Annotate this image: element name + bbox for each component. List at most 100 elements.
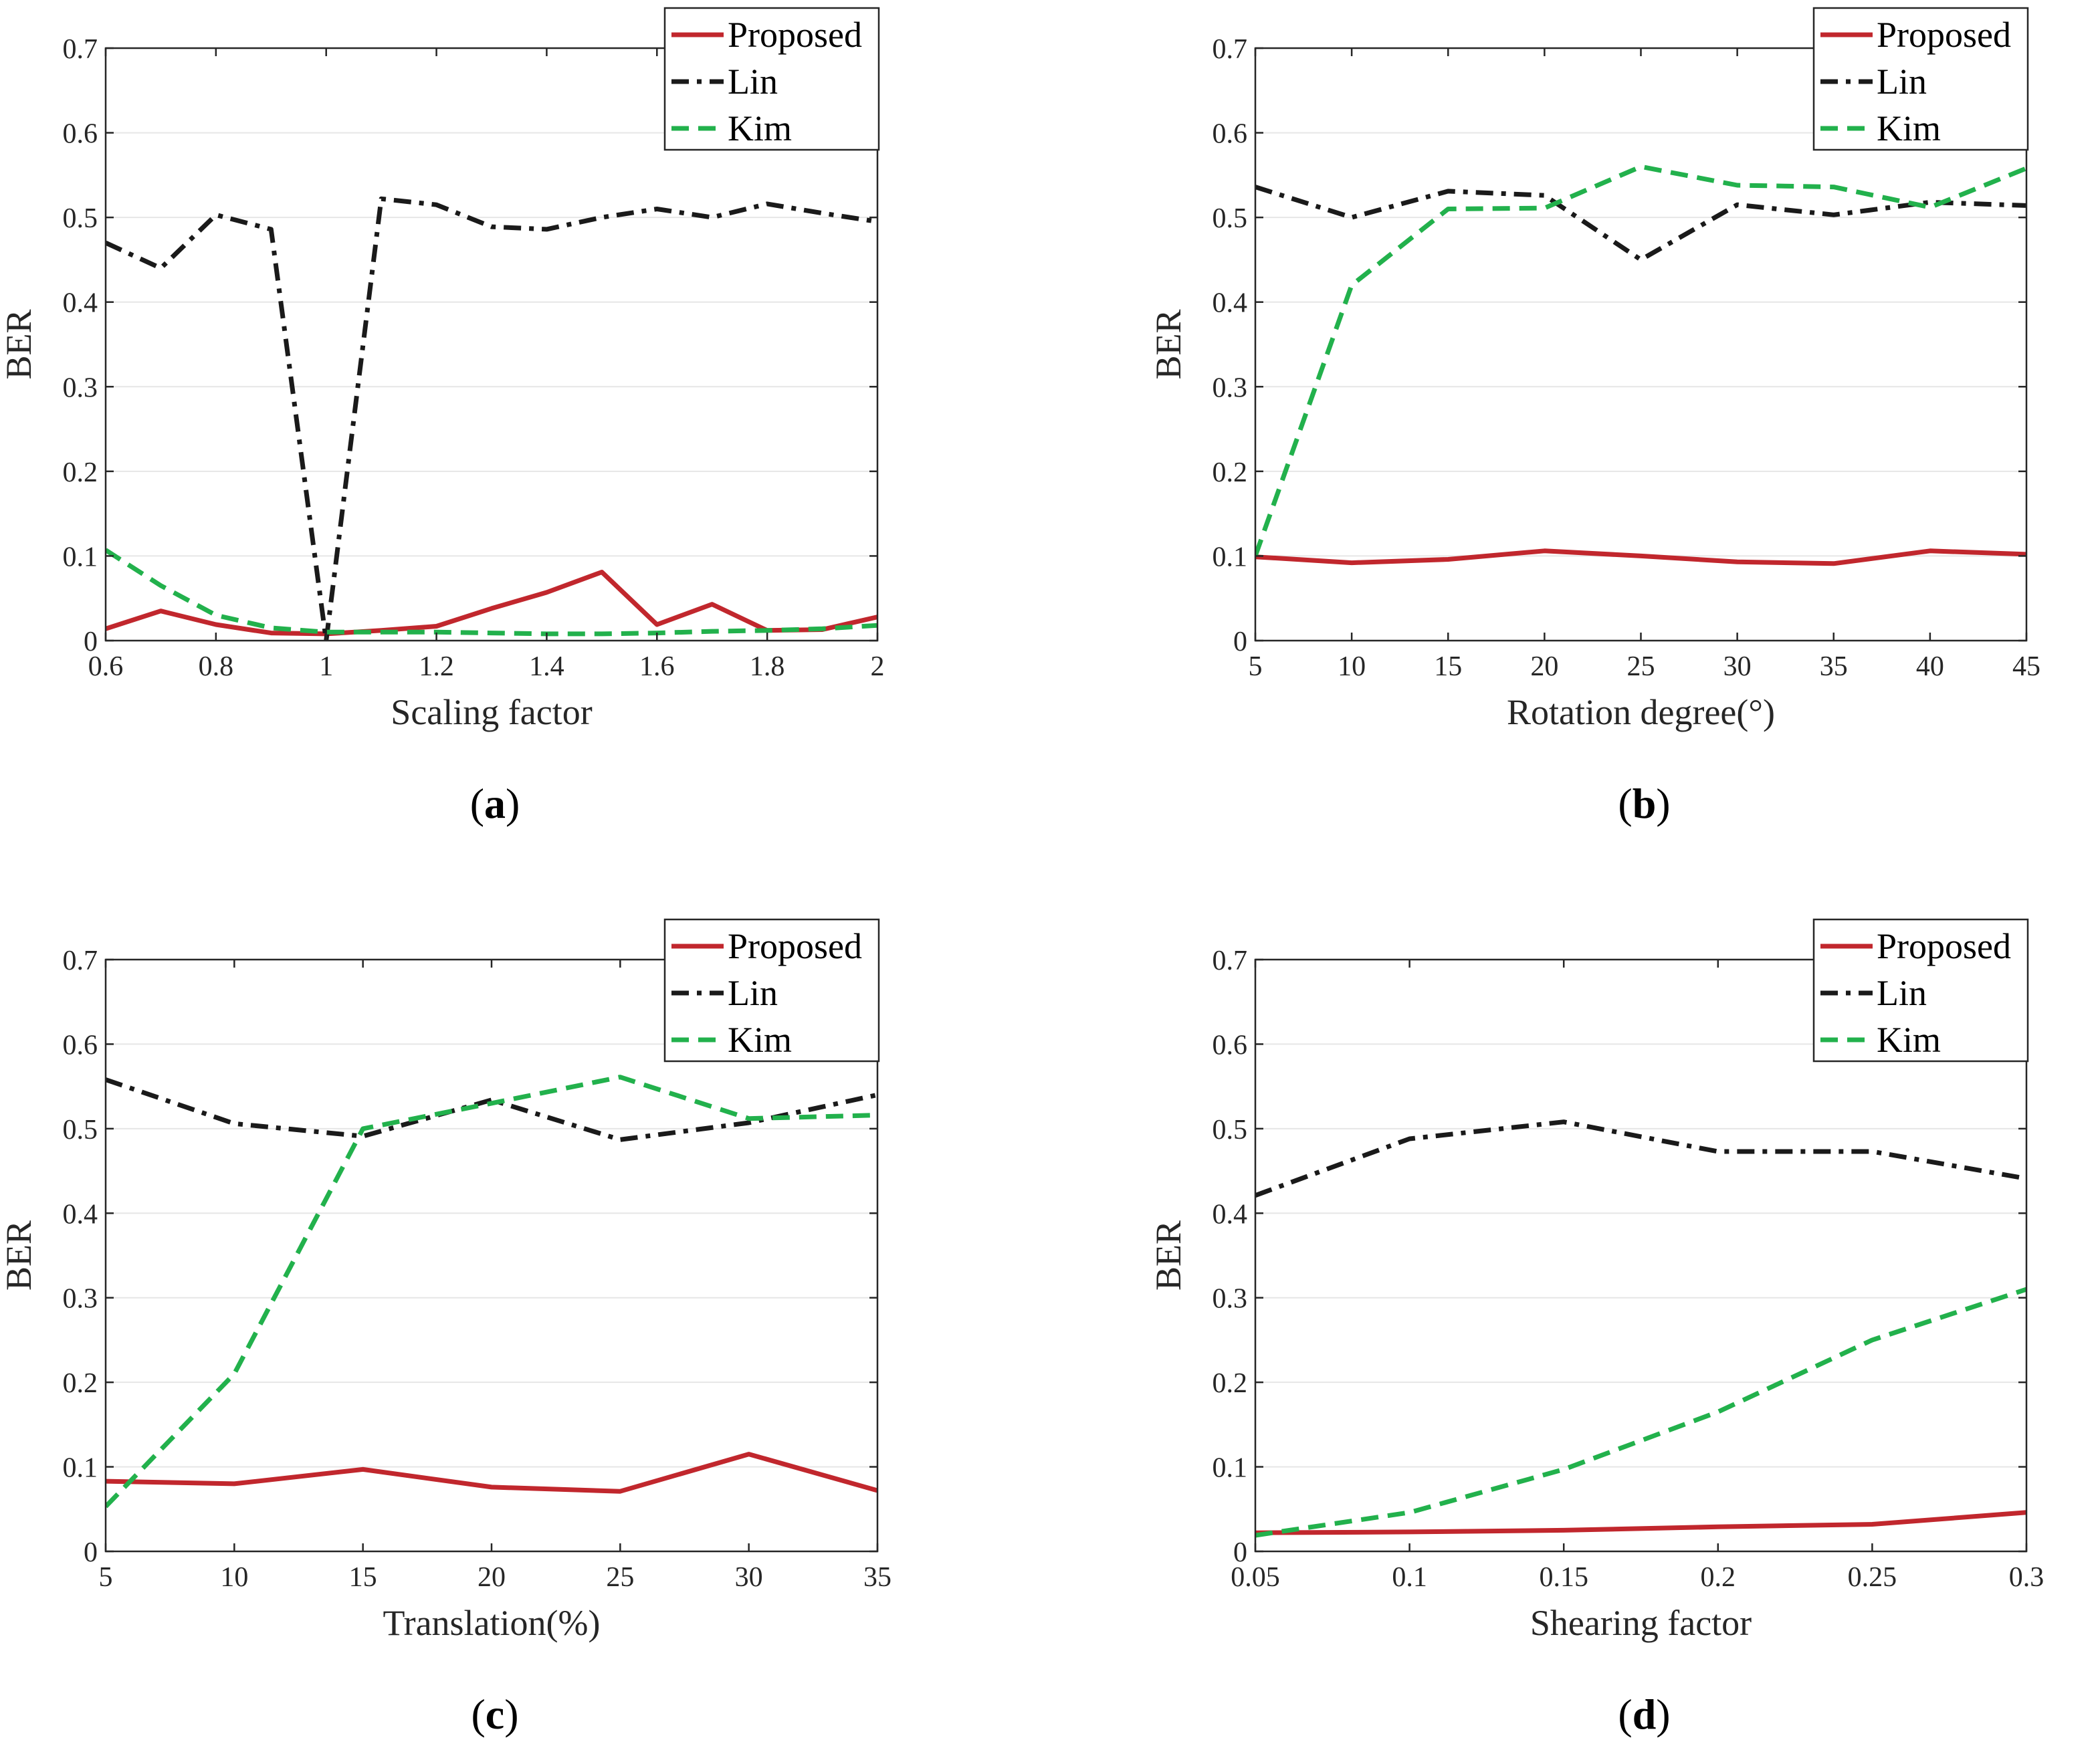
y-tick-label: 0.6 [63,119,98,150]
y-tick-label: 0.7 [63,34,98,65]
legend-label-proposed: Proposed [1877,15,2011,55]
y-tick-label: 0 [1233,1537,1247,1568]
y-tick-label: 0.1 [63,1453,98,1484]
legend-label-lin: Lin [728,973,778,1013]
y-tick-label: 0.1 [1213,542,1248,572]
x-tick-label: 45 [2012,651,2040,682]
legend-label-lin: Lin [1877,62,1927,102]
y-tick-label: 0.3 [1213,372,1248,403]
x-tick-label: 0.25 [1848,1562,1897,1593]
y-tick-label: 0.2 [63,457,98,488]
legend-label-proposed: Proposed [728,926,862,966]
panel-caption: (d) [1618,1690,1670,1738]
panel-caption: (c) [471,1690,518,1738]
legend-label-kim: Kim [728,108,792,148]
x-tick-label: 0.05 [1231,1562,1280,1593]
x-tick-label: 25 [1627,651,1655,682]
y-tick-label: 0.2 [63,1368,98,1399]
y-tick-label: 0.6 [1213,119,1248,150]
x-tick-label: 15 [349,1562,377,1593]
y-tick-label: 0.3 [63,1284,98,1315]
panel-caption: (b) [1618,780,1670,827]
chart-panel-d: 0.05 0.1 0.15 0.2 0.25 0.3 0 0.1 0.2 0.3 0.4 0.5 0.6… [1148,918,2044,1738]
legend-label-kim: Kim [1877,1020,1941,1060]
y-tick-label: 0.5 [1213,1115,1248,1145]
series-line-proposed [106,1452,877,1494]
x-tick-label: 0.15 [1539,1562,1588,1593]
x-tick-label: 35 [1820,651,1848,682]
legend-label-lin: Lin [1877,973,1927,1013]
y-tick-label: 0.1 [1213,1453,1248,1484]
x-tick-label: 5 [1249,651,1263,682]
y-tick-label: 0 [84,627,98,657]
axes-box [1254,958,2028,1553]
x-tick-label: 5 [99,1562,113,1593]
series-group [106,196,877,641]
y-tick-label: 0.7 [63,946,98,976]
y-axis-label: BER [0,309,39,379]
series-group [1255,164,2026,566]
series-group [106,1075,877,1509]
chart-panel-c: 5 10 15 20 25 30 35 0 0.1 0.2 0.3 0.4 0.5 0.6 0.7 Trans… [0,918,891,1738]
series-line-kim [1255,1287,2026,1538]
x-tick-label: 30 [1723,651,1752,682]
y-tick-label: 0.4 [1213,1199,1248,1230]
x-tick-label: 1.6 [639,651,675,682]
x-tick-label: 40 [1916,651,1944,682]
y-tick-label: 0.2 [1213,457,1248,488]
x-axis-label: Rotation degree(°) [1507,692,1775,732]
x-tick-label: 10 [1338,651,1366,682]
x-tick-label: 20 [1530,651,1558,682]
y-tick-label: 0.1 [63,542,98,572]
x-tick-label: 0.1 [1392,1562,1427,1593]
x-tick-label: 20 [478,1562,506,1593]
y-tick-label: 0.2 [1213,1368,1248,1399]
legend-label-proposed: Proposed [1877,926,2011,966]
x-tick-label: 1 [319,651,333,682]
x-tick-label: 15 [1434,651,1462,682]
x-axis-label: Shearing factor [1530,1603,1752,1643]
series-line-proposed [1255,548,2026,566]
series-line-lin [106,196,877,641]
axes-box [104,47,879,642]
x-axis-label: Translation(%) [383,1603,601,1643]
x-tick-label: 0.8 [199,651,234,682]
legend-label-proposed: Proposed [728,15,862,55]
y-tick-label: 0.5 [63,203,98,234]
x-tick-label: 10 [220,1562,248,1593]
legend-label-kim: Kim [1877,108,1941,148]
series-line-kim [106,548,877,637]
y-tick-label: 0.6 [63,1030,98,1061]
series-line-lin [1255,1119,2026,1198]
y-tick-label: 0.7 [1213,946,1248,976]
series-line-kim [106,1075,877,1509]
x-tick-label: 1.4 [529,651,564,682]
x-tick-label: 1.2 [419,651,454,682]
x-tick-label: 0.6 [88,651,124,682]
panel-caption: (a) [470,780,520,827]
x-tick-label: 25 [606,1562,634,1593]
series-group [1255,1119,2026,1538]
chart-panel-b: 5 10 15 20 25 30 35 40 45 0 0.1 0.2 0.3 0.4 0.5 0.6 0.7 R… [1148,7,2040,827]
y-tick-label: 0.7 [1213,34,1248,65]
y-tick-label: 0.6 [1213,1030,1248,1061]
y-tick-label: 0.4 [1213,288,1248,319]
x-tick-label: 0.3 [2009,1562,2044,1593]
y-tick-label: 0.4 [63,288,98,319]
x-tick-label: 35 [863,1562,891,1593]
series-line-kim [1255,164,2026,557]
y-axis-label: BER [1148,1220,1188,1291]
series-line-proposed [106,570,877,637]
y-axis-label: BER [1148,309,1188,379]
y-tick-label: 0.5 [1213,203,1248,234]
chart-panel-a: 0.6 0.8 1 1.2 1.4 1.6 1.8 2 0 0.1 0.2 0.3 0.4 0.5 0.6 0… [0,7,885,827]
x-axis-label: Scaling factor [391,692,592,732]
x-tick-label: 2 [871,651,885,682]
legend-label-kim: Kim [728,1020,792,1060]
x-tick-label: 30 [735,1562,763,1593]
y-axis-label: BER [0,1220,39,1291]
x-tick-label: 1.8 [750,651,785,682]
y-tick-label: 0 [1233,627,1247,657]
y-tick-label: 0.3 [63,372,98,403]
series-line-proposed [1255,1510,2026,1535]
